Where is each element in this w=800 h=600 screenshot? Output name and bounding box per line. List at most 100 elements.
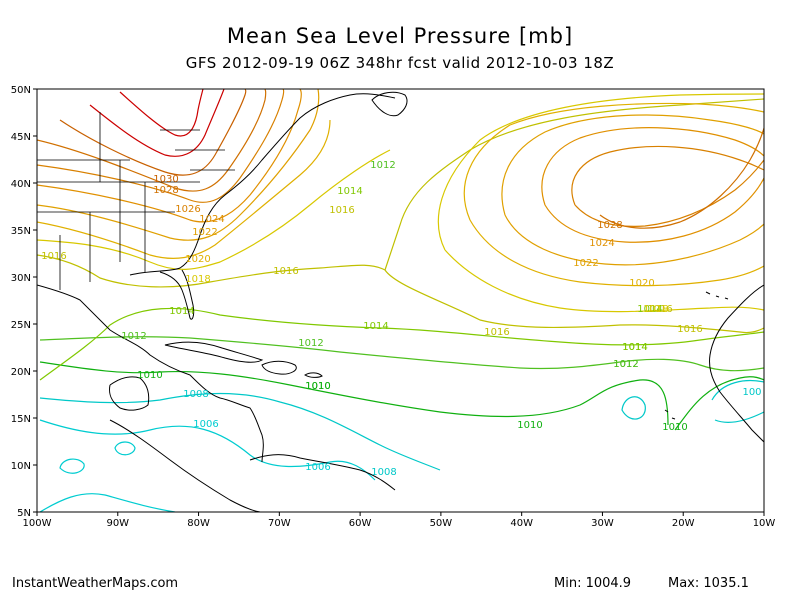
map-subtitle: GFS 2012-09-19 06Z 348hr fcst valid 2012… <box>185 54 615 72</box>
contour-label: 1018 <box>185 274 210 285</box>
contour-label: 1022 <box>573 258 598 269</box>
isobar-1030 <box>59 89 247 176</box>
contour-label: 1030 <box>153 174 178 185</box>
africa-coast <box>709 284 764 443</box>
lon-tick-label: 90W <box>106 518 129 529</box>
isobar-1008-c <box>711 379 764 401</box>
contour-label: 1014 <box>622 342 647 353</box>
lon-tick-label: 20W <box>672 518 695 529</box>
contour-label: 1008 <box>371 467 396 478</box>
newfoundland <box>371 91 408 117</box>
isobar-1022-b <box>504 214 764 266</box>
lat-tick-label: 20N <box>11 367 31 378</box>
lon-tick-label: 10W <box>753 518 776 529</box>
state-borders <box>37 112 235 290</box>
isobar-1026-b <box>574 159 764 227</box>
contour-label: 1016 <box>484 327 509 338</box>
florida <box>159 269 195 320</box>
lat-tick-label: 50N <box>11 85 31 96</box>
isobar-1012 <box>39 336 764 372</box>
isobar-1010-b <box>674 376 764 431</box>
canary-islands <box>705 291 729 300</box>
contour-labels: 1030102810261024102210201018101610141012… <box>41 160 761 478</box>
contour-label: 1028 <box>153 185 178 196</box>
contour-label: 1012 <box>121 331 146 342</box>
contour-label: 1028 <box>597 220 622 231</box>
contour-label: 1018 <box>643 304 668 315</box>
isobar-1010 <box>39 361 669 426</box>
contour-label: 1010 <box>137 370 162 381</box>
contour-label: 1010 <box>662 422 687 433</box>
contour-label: 1012 <box>298 338 323 349</box>
north-america-coast <box>37 284 264 463</box>
contour-label: 1014 <box>363 321 388 332</box>
contour-label: 1006 <box>193 419 218 430</box>
contour-label: 1024 <box>199 214 224 225</box>
yucatan <box>109 376 150 411</box>
contour-label: 1010 <box>305 381 330 392</box>
contour-label: 1016 <box>677 324 702 335</box>
contour-label: 1012 <box>613 359 638 370</box>
lat-tick-label: 5N <box>17 508 31 519</box>
contour-label: 1014 <box>169 306 194 317</box>
isobar-1032 <box>89 89 225 157</box>
contour-label: 1022 <box>192 227 217 238</box>
contour-label: 1008 <box>183 389 208 400</box>
plot-frame <box>36 88 765 513</box>
lon-tick-label: 40W <box>510 518 533 529</box>
isobar-1028-b <box>599 127 764 229</box>
contour-label: 1012 <box>613 359 638 370</box>
contour-label: 1016 <box>41 251 66 262</box>
contour-label: 1016 <box>273 266 298 277</box>
lat-tick-label: 45N <box>11 132 31 143</box>
isobar-1018-c <box>437 93 764 251</box>
contour-label: 1016 <box>647 304 672 315</box>
contour-label: 1006 <box>305 462 330 473</box>
contour-label: 1012 <box>370 160 395 171</box>
site-credit: InstantWeatherMaps.com <box>12 576 179 591</box>
us-east-coast <box>129 93 396 276</box>
lon-tick-label: 100W <box>23 518 52 529</box>
isobar-1024 <box>37 89 302 223</box>
isobar-1026-c <box>571 145 764 206</box>
contour-label: 1024 <box>589 238 614 249</box>
lon-tick-label: 50W <box>430 518 453 529</box>
isobar-1026 <box>37 89 285 203</box>
isobar-1018-b <box>444 249 764 313</box>
contour-label: 1026 <box>175 204 200 215</box>
isobar-1020 <box>37 119 331 260</box>
lat-tick-label: 30N <box>11 273 31 284</box>
coastlines <box>37 91 764 512</box>
isobar-1018 <box>37 149 391 270</box>
isobar-1008-b <box>621 396 646 420</box>
isobar-1006-b <box>39 493 176 512</box>
contour-label: 1010 <box>305 381 330 392</box>
hispaniola <box>261 360 297 375</box>
isobar-1022-c <box>501 114 764 216</box>
contour-label: 1014 <box>622 342 647 353</box>
isobar-1006-c <box>59 458 85 474</box>
lon-tick-label: 80W <box>187 518 210 529</box>
longitude-axis: 100W 90W 80W 70W 60W 50W 40W 30W 20W 10W <box>23 512 776 529</box>
lon-tick-label: 60W <box>349 518 372 529</box>
lon-tick-label: 30W <box>591 518 614 529</box>
lat-tick-label: 40N <box>11 179 31 190</box>
lat-tick-label: 35N <box>11 226 31 237</box>
contour-label: 1020 <box>185 254 210 265</box>
isobar-1020-c <box>463 102 764 221</box>
plot-area <box>37 89 764 512</box>
lat-tick-label: 10N <box>11 461 31 472</box>
contour-label: 1010 <box>517 420 542 431</box>
isobar-1028 <box>37 89 267 192</box>
latitude-axis: 50N 45N 40N 35N 30N 25N 20N 15N 10N 5N <box>11 85 37 519</box>
contour-label: 100 <box>742 387 761 398</box>
cape-verde <box>664 409 676 420</box>
contour-label: 1014 <box>637 304 662 315</box>
lon-tick-label: 70W <box>268 518 291 529</box>
isobar-1008-d <box>714 411 764 424</box>
isobar-1006 <box>39 419 376 481</box>
isobar-1006-d <box>114 441 136 456</box>
isobar-1022 <box>37 89 320 241</box>
lat-tick-label: 25N <box>11 320 31 331</box>
